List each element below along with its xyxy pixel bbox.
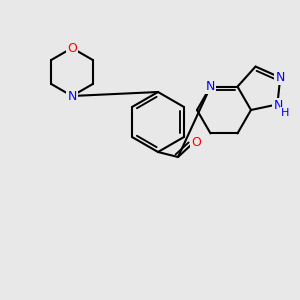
Text: N: N — [206, 80, 215, 93]
Text: O: O — [191, 136, 201, 149]
Text: N: N — [67, 89, 77, 103]
Text: N: N — [275, 71, 285, 84]
Text: H: H — [281, 108, 290, 118]
Text: O: O — [67, 41, 77, 55]
Text: N: N — [274, 99, 283, 112]
